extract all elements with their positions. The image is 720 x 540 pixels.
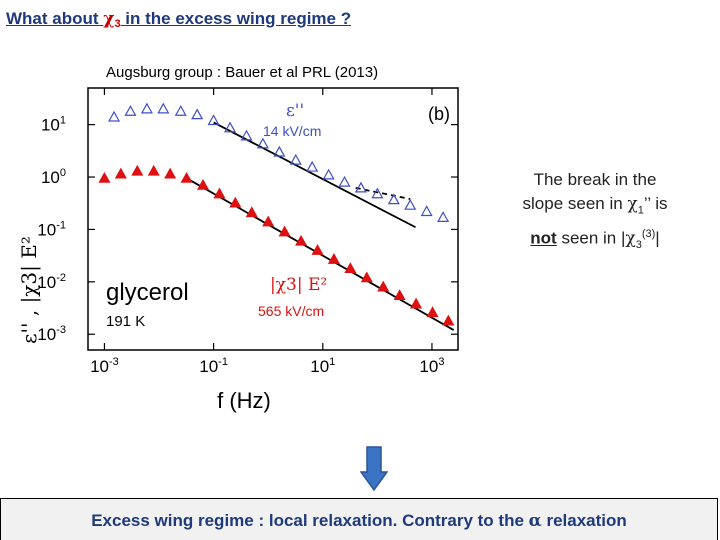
chi3-data-point <box>131 164 144 176</box>
title-chi-symbol: χ <box>103 9 115 29</box>
chi3-data-point <box>410 297 423 309</box>
note-not-word: not <box>530 229 557 249</box>
chi3-data-point <box>278 225 291 237</box>
chi3-data-point <box>229 196 242 208</box>
conclusion-text: Excess wing regime : local relaxation. C… <box>1 511 717 531</box>
data-points <box>98 102 455 326</box>
citation: Augsburg group : Bauer et al PRL (2013) <box>106 64 379 81</box>
eps-data-point <box>224 121 237 133</box>
y-tick-label: 100 <box>41 167 66 187</box>
x-tick-label: 10-3 <box>90 356 119 376</box>
eps-data-point <box>240 129 253 141</box>
note-chi-3-subscript: 3 <box>635 239 642 252</box>
eps-data-point <box>191 108 204 120</box>
conclusion-text-post: relaxation <box>541 511 627 530</box>
note-chi-1: χ <box>627 194 638 214</box>
temperature-label: 191 K <box>106 313 145 330</box>
chi3-data-point <box>213 187 226 199</box>
note-chi-3-superscript: (3) <box>641 228 656 241</box>
y-tick-label: 10-2 <box>37 272 66 292</box>
title-chi-subscript: 3 <box>114 18 121 30</box>
conclusion-banner: Excess wing regime : local relaxation. C… <box>0 498 718 540</box>
fit-lines <box>188 121 455 331</box>
slide-title: What about χ3 in the excess wing regime … <box>6 9 351 30</box>
chi3-data-point <box>245 206 258 218</box>
eps-data-point <box>354 181 367 193</box>
eps-data-point <box>124 105 137 116</box>
x-axis-label: f (Hz) <box>217 388 271 413</box>
eps-data-point <box>157 102 170 114</box>
chi3-data-point <box>114 167 127 179</box>
chi3-data-point <box>197 178 210 190</box>
y-tick-label: 101 <box>41 115 66 135</box>
chi3-data-point <box>262 215 275 227</box>
chi3-data-point <box>180 171 193 183</box>
x-tick-label: 103 <box>419 356 444 376</box>
chi3-data-point <box>426 306 439 318</box>
eps-data-point <box>140 102 153 114</box>
note-line-2-end: ’’ is <box>643 194 668 213</box>
eps-data-point <box>289 153 302 165</box>
chi3-data-point <box>360 271 373 283</box>
observation-note: The break in the slope seen in χ1’’ is n… <box>500 168 690 257</box>
note-chi-1-subscript: 1 <box>637 204 644 217</box>
eps-data-point <box>404 198 417 210</box>
down-arrow-icon <box>360 446 388 492</box>
eps-data-point <box>371 187 384 199</box>
plot-border <box>87 87 459 351</box>
note-line-3-text: seen in | <box>556 229 626 249</box>
chi3-data-point <box>164 167 177 179</box>
note-chi-3: χ <box>625 229 636 250</box>
x-tick-label: 10-1 <box>199 356 228 376</box>
chi3-data-point <box>147 164 160 176</box>
chi3-data-point <box>98 171 111 183</box>
chi3-data-point <box>344 262 357 274</box>
plot-frame <box>87 87 459 351</box>
eps-data-point <box>108 110 121 122</box>
title-text-pre: What about <box>6 9 104 28</box>
chi3-data-point <box>393 289 406 301</box>
eps-field-label: 14 kV/cm <box>263 123 321 139</box>
note-line-3: not seen in |χ3(3)| <box>500 222 690 257</box>
y-axis-label: ε'' , |χ3| E² <box>17 236 42 344</box>
chi-series-label: |χ3| E² <box>270 275 327 295</box>
sample-label: glycerol <box>106 279 189 306</box>
eps-data-point <box>322 168 335 180</box>
panel-label: (b) <box>428 104 450 124</box>
note-line-3-end: | <box>655 229 660 249</box>
y-axis-ticks: 101 100 10-1 10-2 10-3 <box>37 115 458 344</box>
chi3-data-point <box>311 244 324 255</box>
conclusion-alpha-symbol: α <box>528 511 542 531</box>
eps-data-point <box>174 105 187 116</box>
eps-data-point <box>387 193 400 205</box>
chart: 10-3 10-1 101 103 101 100 10-1 10-2 10-3 f (Hz)… <box>17 87 459 413</box>
eps-data-point <box>256 137 269 149</box>
x-tick-label: 101 <box>310 356 335 376</box>
note-line-2-text: slope seen in <box>522 194 628 213</box>
note-line-2: slope seen in χ1’’ is <box>500 192 690 222</box>
eps-data-point <box>420 205 433 217</box>
note-line-1: The break in the <box>533 170 657 189</box>
chi-field-label: 565 kV/cm <box>258 303 324 319</box>
chi3-data-point <box>295 234 308 246</box>
eps-data-point <box>437 211 450 222</box>
title-text-post: in the excess wing regime ? <box>120 9 352 28</box>
chi3-data-point <box>377 280 390 292</box>
eps-data-point <box>338 175 351 187</box>
dashed-fit-line <box>355 187 411 200</box>
chi3-data-point <box>327 252 340 264</box>
y-tick-label: 10-3 <box>37 324 66 344</box>
eps-data-point <box>207 114 220 126</box>
eps-data-point <box>306 160 319 172</box>
eps-data-point <box>273 145 286 157</box>
conclusion-text-pre: Excess wing regime : local relaxation. C… <box>91 511 529 530</box>
y-tick-label: 10-1 <box>37 219 66 239</box>
chi3-data-point <box>442 314 455 326</box>
eps-series-label: ε'' <box>286 101 304 121</box>
